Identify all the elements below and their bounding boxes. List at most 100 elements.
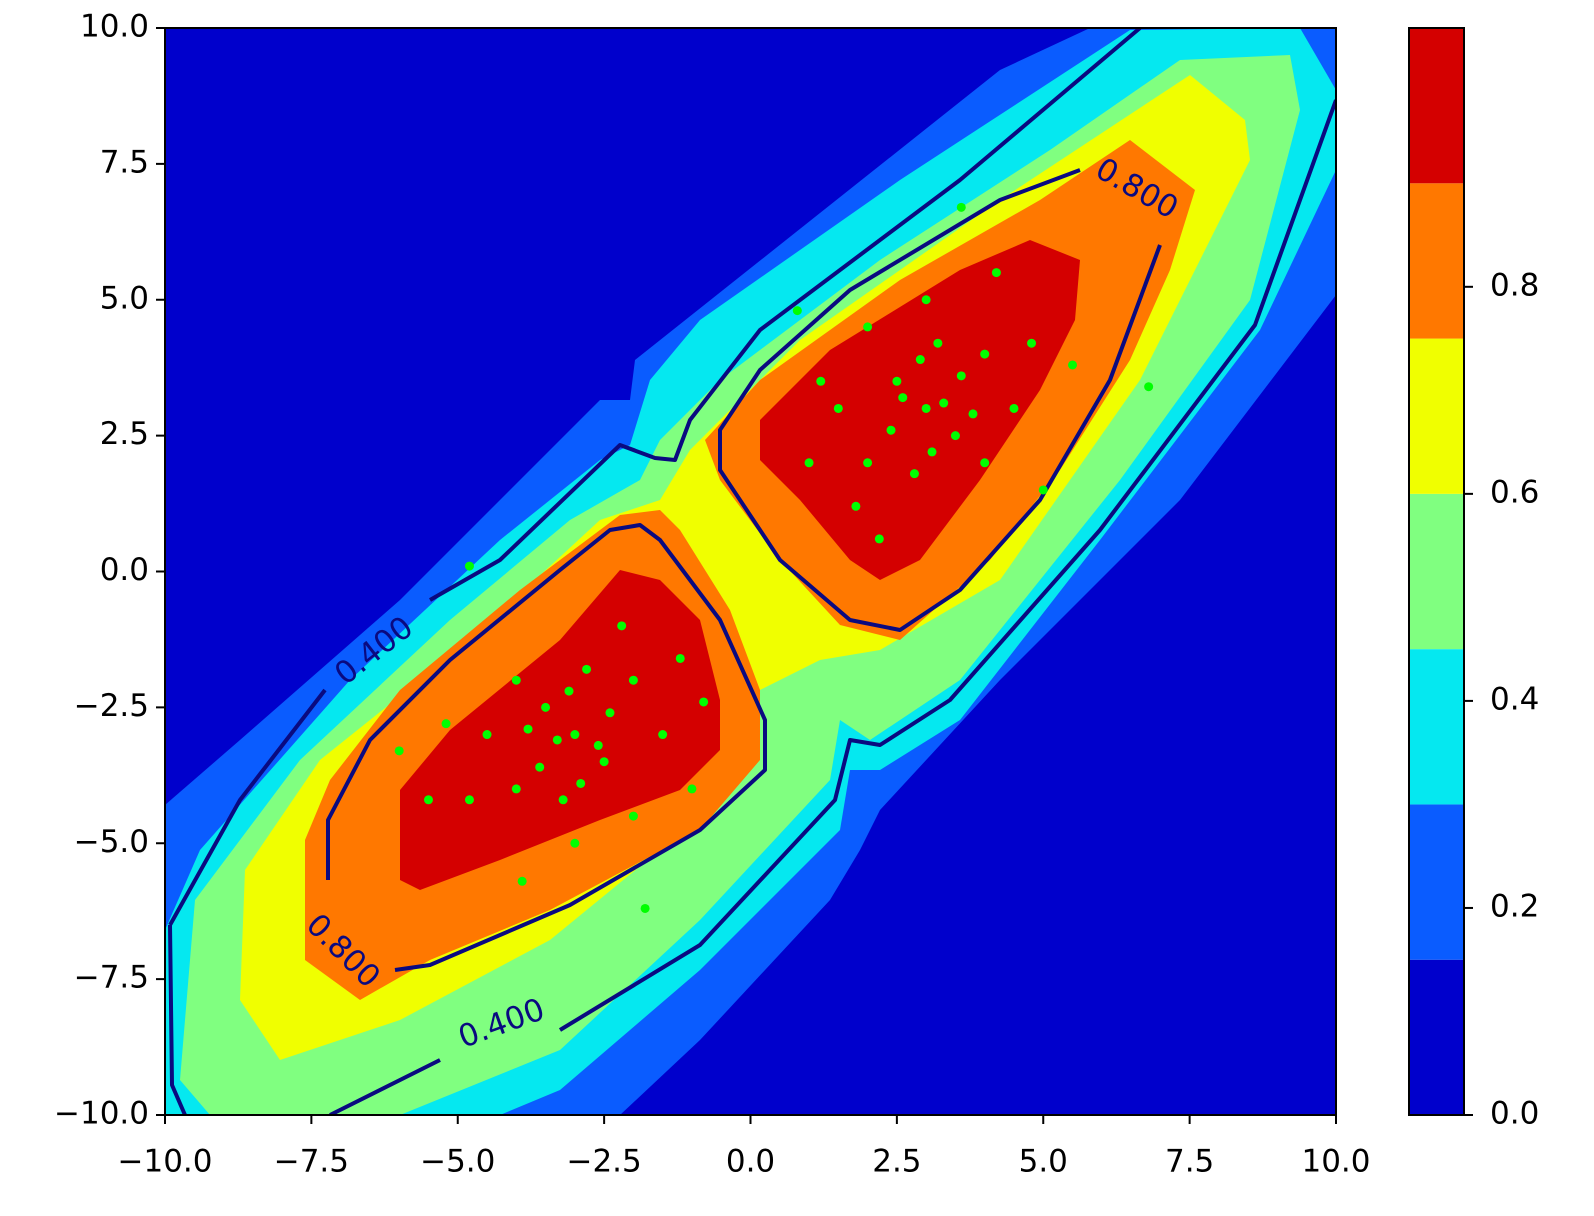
scatter-point bbox=[833, 403, 843, 413]
scatter-point bbox=[511, 675, 521, 685]
scatter-point bbox=[1027, 338, 1037, 348]
y-tick-label: 5.0 bbox=[100, 280, 149, 316]
scatter-point bbox=[1009, 403, 1019, 413]
scatter-point bbox=[699, 697, 709, 707]
scatter-point bbox=[921, 403, 931, 413]
contour-line bbox=[429, 28, 1142, 602]
scatter-point bbox=[464, 795, 474, 805]
scatter-point bbox=[628, 811, 638, 821]
x-tick-label: 5.0 bbox=[1019, 1144, 1068, 1180]
colorbar-band bbox=[1409, 183, 1464, 339]
scatter-point bbox=[874, 534, 884, 544]
colorbar-tick-label: 0.0 bbox=[1490, 1096, 1539, 1132]
colorbar-tick-label: 0.6 bbox=[1490, 474, 1539, 510]
scatter-point bbox=[599, 757, 609, 767]
scatter-point bbox=[886, 425, 896, 435]
scatter-point bbox=[1038, 485, 1048, 495]
colorbar-band bbox=[1409, 28, 1464, 184]
scatter-point bbox=[558, 795, 568, 805]
scatter-point bbox=[523, 724, 533, 734]
x-tick-label: 0.0 bbox=[726, 1144, 775, 1180]
contour-line bbox=[168, 924, 187, 1115]
scatter-point bbox=[687, 784, 697, 794]
colorbar-band bbox=[1409, 338, 1464, 494]
y-tick-label: 2.5 bbox=[100, 416, 149, 452]
scatter-point bbox=[582, 664, 592, 674]
scatter-point bbox=[675, 653, 685, 663]
scatter-point bbox=[1068, 360, 1078, 370]
scatter-point bbox=[564, 686, 574, 696]
colorbar-frame bbox=[1408, 27, 1465, 1116]
scatter-point bbox=[576, 778, 586, 788]
colorbar-tick-label: 0.8 bbox=[1490, 267, 1539, 303]
scatter-point bbox=[517, 876, 527, 886]
scatter-point bbox=[863, 458, 873, 468]
scatter-point bbox=[640, 903, 650, 913]
scatter-point bbox=[593, 740, 603, 750]
scatter-point bbox=[980, 349, 990, 359]
scatter-point bbox=[541, 702, 551, 712]
scatter-point bbox=[617, 621, 627, 631]
contour-band bbox=[400, 570, 720, 890]
colorbar-band bbox=[1409, 649, 1464, 805]
scatter-point bbox=[441, 719, 451, 729]
scatter-point bbox=[552, 735, 562, 745]
scatter-point bbox=[792, 306, 802, 316]
scatter-point bbox=[851, 501, 861, 511]
x-tick-label: −2.5 bbox=[566, 1144, 641, 1180]
colorbar-tick-label: 0.4 bbox=[1490, 681, 1539, 717]
scatter-point bbox=[605, 708, 615, 718]
contour-band bbox=[760, 240, 1080, 580]
y-tick-label: 7.5 bbox=[100, 144, 149, 180]
y-tick-label: −10.0 bbox=[54, 1096, 149, 1132]
x-tick-label: 7.5 bbox=[1165, 1144, 1214, 1180]
scatter-point bbox=[570, 838, 580, 848]
y-tick-label: −5.0 bbox=[74, 824, 149, 860]
scatter-point bbox=[570, 730, 580, 740]
scatter-point bbox=[804, 458, 814, 468]
scatter-point bbox=[1144, 382, 1154, 392]
x-tick-label: 10.0 bbox=[1301, 1144, 1370, 1180]
scatter-point bbox=[863, 322, 873, 332]
scatter-point bbox=[394, 746, 404, 756]
scatter-point bbox=[892, 376, 902, 386]
scatter-point bbox=[950, 431, 960, 441]
scatter-point bbox=[898, 393, 908, 403]
scatter-point bbox=[933, 338, 943, 348]
y-tick-label: 0.0 bbox=[100, 552, 149, 588]
contour-line bbox=[558, 99, 1336, 1032]
scatter-point bbox=[968, 409, 978, 419]
x-tick-label: −7.5 bbox=[274, 1144, 349, 1180]
scatter-point bbox=[991, 268, 1001, 278]
scatter-point bbox=[927, 447, 937, 457]
scatter-point bbox=[980, 458, 990, 468]
scatter-point bbox=[816, 376, 826, 386]
scatter-point bbox=[921, 295, 931, 305]
scatter-point bbox=[511, 784, 521, 794]
scatter-point bbox=[628, 675, 638, 685]
scatter-point bbox=[658, 730, 668, 740]
contour-line bbox=[718, 168, 1162, 632]
contour-line bbox=[168, 688, 327, 926]
y-tick-label: 10.0 bbox=[80, 9, 149, 45]
contour-line bbox=[326, 523, 767, 972]
y-tick-label: −7.5 bbox=[74, 960, 149, 996]
scatter-point bbox=[535, 762, 545, 772]
scatter-point bbox=[956, 371, 966, 381]
y-tick-label: −2.5 bbox=[74, 688, 149, 724]
scatter-point bbox=[464, 561, 474, 571]
scatter-point bbox=[909, 469, 919, 479]
scatter-point bbox=[956, 202, 966, 212]
x-tick-label: −5.0 bbox=[420, 1144, 495, 1180]
colorbar-tick-label: 0.2 bbox=[1490, 888, 1539, 924]
contour-line bbox=[329, 1058, 441, 1115]
x-tick-label: −10.0 bbox=[118, 1144, 213, 1180]
x-tick-label: 2.5 bbox=[872, 1144, 921, 1180]
scatter-point bbox=[915, 355, 925, 365]
colorbar-band bbox=[1409, 493, 1464, 650]
colorbar-band bbox=[1409, 959, 1464, 1115]
scatter-point bbox=[423, 795, 433, 805]
scatter-point bbox=[939, 398, 949, 408]
